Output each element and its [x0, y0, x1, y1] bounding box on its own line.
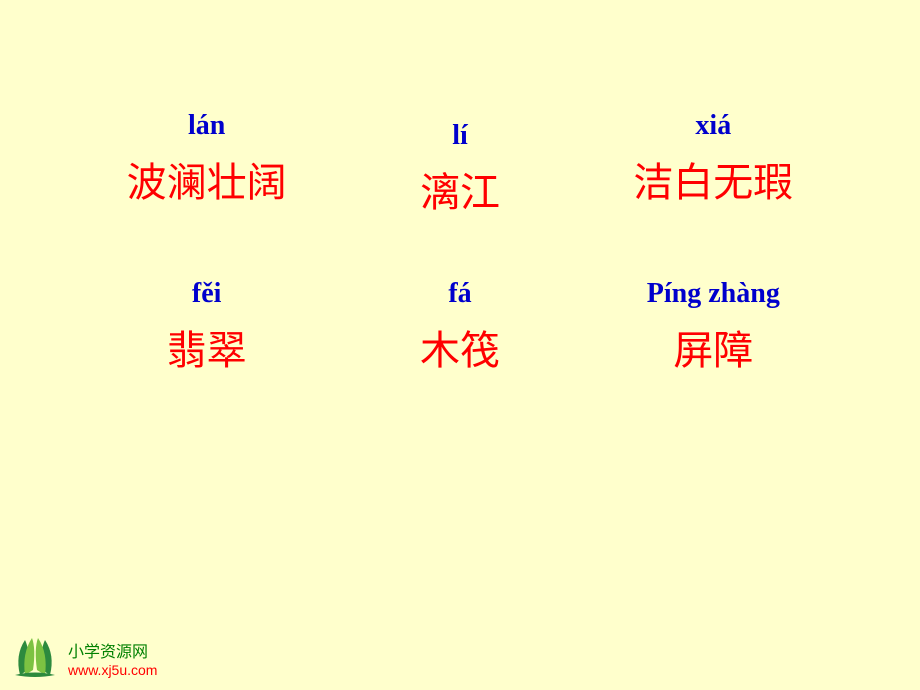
hanzi-text: 翡翠: [167, 318, 247, 376]
word-row-2: fěi 翡翠 fá 木筏 Píng zhàng 屏障: [80, 278, 840, 376]
word-row-1: lán 波澜壮阔 lí 漓江 xiá 洁白无瑕: [80, 110, 840, 208]
hanzi-text: 漓江: [420, 160, 500, 218]
footer-text: 小学资源网 www.xj5u.com: [68, 638, 157, 678]
logo-icon: [10, 635, 60, 680]
hanzi-text: 波澜壮阔: [127, 150, 287, 208]
pinyin-label: lán: [188, 110, 225, 142]
pinyin-label: Píng zhàng: [647, 278, 780, 310]
pinyin-label: xiá: [695, 110, 731, 142]
word-group: Píng zhàng 屏障: [587, 278, 840, 376]
pinyin-label: lí: [452, 120, 468, 152]
hanzi-text: 屏障: [673, 318, 753, 376]
footer-url: www.xj5u.com: [68, 662, 157, 678]
pinyin-label: fěi: [192, 278, 222, 310]
hanzi-text: 洁白无瑕: [633, 150, 793, 208]
pinyin-label: fá: [448, 278, 471, 310]
vocabulary-content: lán 波澜壮阔 lí 漓江 xiá 洁白无瑕 fěi 翡翠 fá 木筏 Pín…: [80, 110, 840, 446]
word-group: fěi 翡翠: [80, 278, 333, 376]
word-group: lán 波澜壮阔: [80, 110, 333, 208]
hanzi-text: 木筏: [420, 318, 500, 376]
word-group: fá 木筏: [333, 278, 586, 376]
word-group: lí 漓江: [333, 120, 586, 218]
word-group: xiá 洁白无瑕: [587, 110, 840, 208]
footer: 小学资源网 www.xj5u.com: [10, 635, 157, 680]
footer-title: 小学资源网: [68, 638, 157, 662]
